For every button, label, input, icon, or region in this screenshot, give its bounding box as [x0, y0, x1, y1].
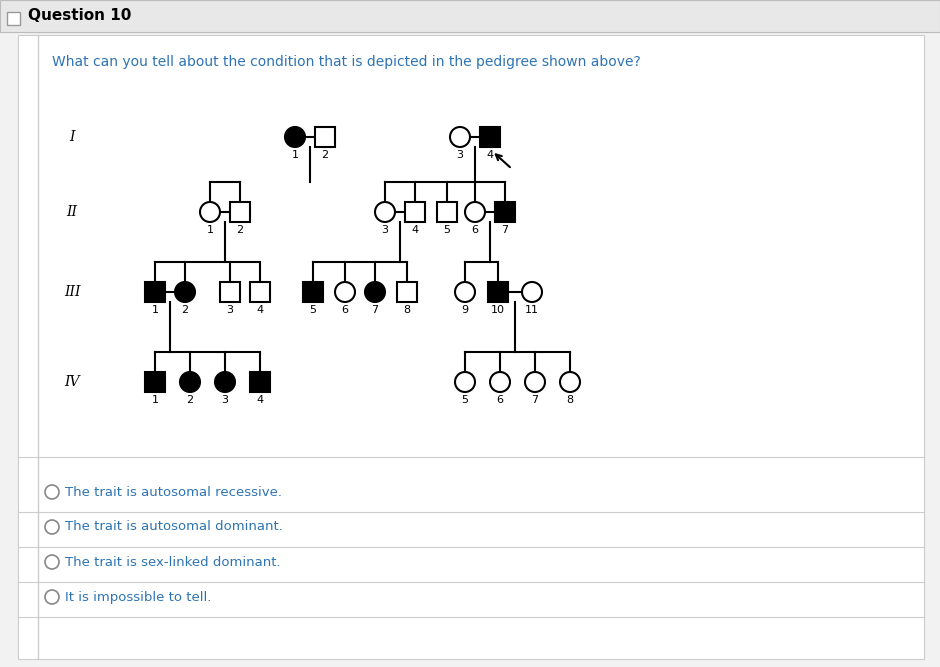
Text: What can you tell about the condition that is depicted in the pedigree shown abo: What can you tell about the condition th… [52, 55, 641, 69]
Circle shape [215, 372, 235, 392]
Text: 4: 4 [257, 395, 263, 405]
Bar [220, 282, 240, 302]
Text: 4: 4 [412, 225, 418, 235]
Text: 6: 6 [472, 225, 478, 235]
Circle shape [525, 372, 545, 392]
Circle shape [375, 202, 395, 222]
Text: III: III [64, 285, 80, 299]
Text: 6: 6 [496, 395, 504, 405]
Text: 1: 1 [151, 395, 159, 405]
FancyBboxPatch shape [7, 12, 20, 25]
Circle shape [465, 202, 485, 222]
Text: 7: 7 [501, 225, 509, 235]
Text: 3: 3 [457, 150, 463, 160]
Bar [405, 202, 425, 222]
Bar [250, 282, 270, 302]
Text: II: II [67, 205, 77, 219]
Circle shape [560, 372, 580, 392]
Text: I: I [70, 130, 75, 144]
Circle shape [450, 127, 470, 147]
Text: The trait is autosomal dominant.: The trait is autosomal dominant. [65, 520, 283, 534]
Text: 3: 3 [382, 225, 388, 235]
Text: 6: 6 [341, 305, 349, 315]
Circle shape [45, 520, 59, 534]
Circle shape [285, 127, 305, 147]
Text: 7: 7 [531, 395, 539, 405]
Text: 5: 5 [462, 395, 468, 405]
Text: 2: 2 [181, 305, 189, 315]
Bar [145, 282, 165, 302]
Bar [495, 202, 515, 222]
Text: 7: 7 [371, 305, 379, 315]
Circle shape [365, 282, 385, 302]
Text: 1: 1 [207, 225, 213, 235]
Circle shape [522, 282, 542, 302]
Circle shape [490, 372, 510, 392]
Text: 2: 2 [186, 395, 194, 405]
Bar [230, 202, 250, 222]
Text: 4: 4 [486, 150, 494, 160]
Text: 8: 8 [567, 395, 573, 405]
Text: 11: 11 [525, 305, 539, 315]
Text: 3: 3 [222, 395, 228, 405]
Bar [303, 282, 323, 302]
Text: 1: 1 [151, 305, 159, 315]
Text: Question 10: Question 10 [28, 9, 132, 23]
Text: 8: 8 [403, 305, 411, 315]
Circle shape [45, 485, 59, 499]
Text: 1: 1 [291, 150, 299, 160]
Circle shape [45, 555, 59, 569]
Bar [397, 282, 417, 302]
Circle shape [335, 282, 355, 302]
Bar [145, 372, 165, 392]
Text: 10: 10 [491, 305, 505, 315]
Text: 5: 5 [444, 225, 450, 235]
Circle shape [455, 372, 475, 392]
Text: 3: 3 [227, 305, 233, 315]
Text: IV: IV [64, 375, 80, 389]
Circle shape [200, 202, 220, 222]
Text: 2: 2 [237, 225, 243, 235]
Text: It is impossible to tell.: It is impossible to tell. [65, 590, 212, 604]
Circle shape [45, 590, 59, 604]
Text: 5: 5 [309, 305, 317, 315]
Circle shape [455, 282, 475, 302]
Bar [0, 0, 940, 32]
Text: 9: 9 [462, 305, 468, 315]
Text: The trait is autosomal recessive.: The trait is autosomal recessive. [65, 486, 282, 498]
Bar [488, 282, 508, 302]
Bar [315, 127, 335, 147]
Text: The trait is sex-linked dominant.: The trait is sex-linked dominant. [65, 556, 281, 568]
Text: 2: 2 [321, 150, 329, 160]
Bar [250, 372, 270, 392]
Circle shape [175, 282, 195, 302]
Bar [437, 202, 457, 222]
Bar [480, 127, 500, 147]
Circle shape [180, 372, 200, 392]
Text: 4: 4 [257, 305, 263, 315]
